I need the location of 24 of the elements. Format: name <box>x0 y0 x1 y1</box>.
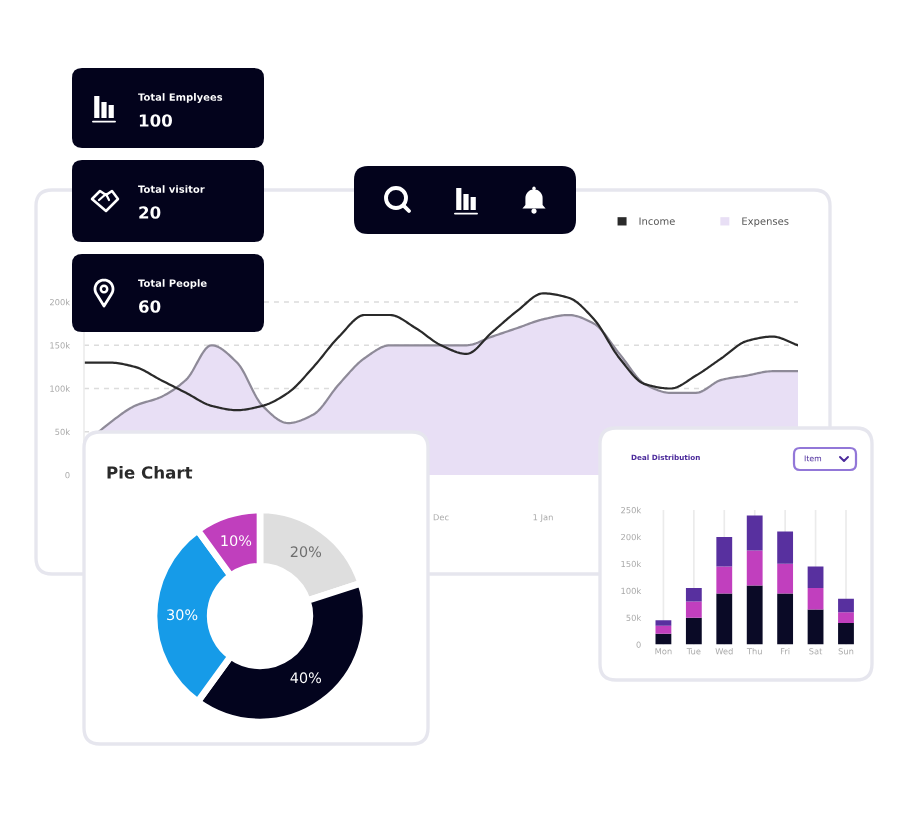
bar <box>746 585 763 645</box>
bar <box>746 550 763 586</box>
bar <box>777 563 794 594</box>
bar <box>685 588 702 602</box>
bar <box>838 623 854 645</box>
data-label: 100 <box>139 114 172 127</box>
bar <box>655 620 672 626</box>
bar <box>777 531 794 564</box>
bar <box>716 536 733 567</box>
bar <box>807 609 824 645</box>
data-label: 60 <box>139 300 161 313</box>
bar <box>655 625 672 634</box>
bar <box>838 598 854 613</box>
bar <box>807 588 824 610</box>
bar <box>685 601 702 618</box>
bar <box>685 617 702 645</box>
bar <box>746 515 763 551</box>
bar <box>777 593 794 645</box>
bar <box>838 612 854 624</box>
bar <box>716 566 733 594</box>
bar <box>807 566 824 589</box>
chart-title: Pie Chart <box>107 465 193 479</box>
bar <box>716 593 733 645</box>
data-label: 20 <box>139 206 161 219</box>
